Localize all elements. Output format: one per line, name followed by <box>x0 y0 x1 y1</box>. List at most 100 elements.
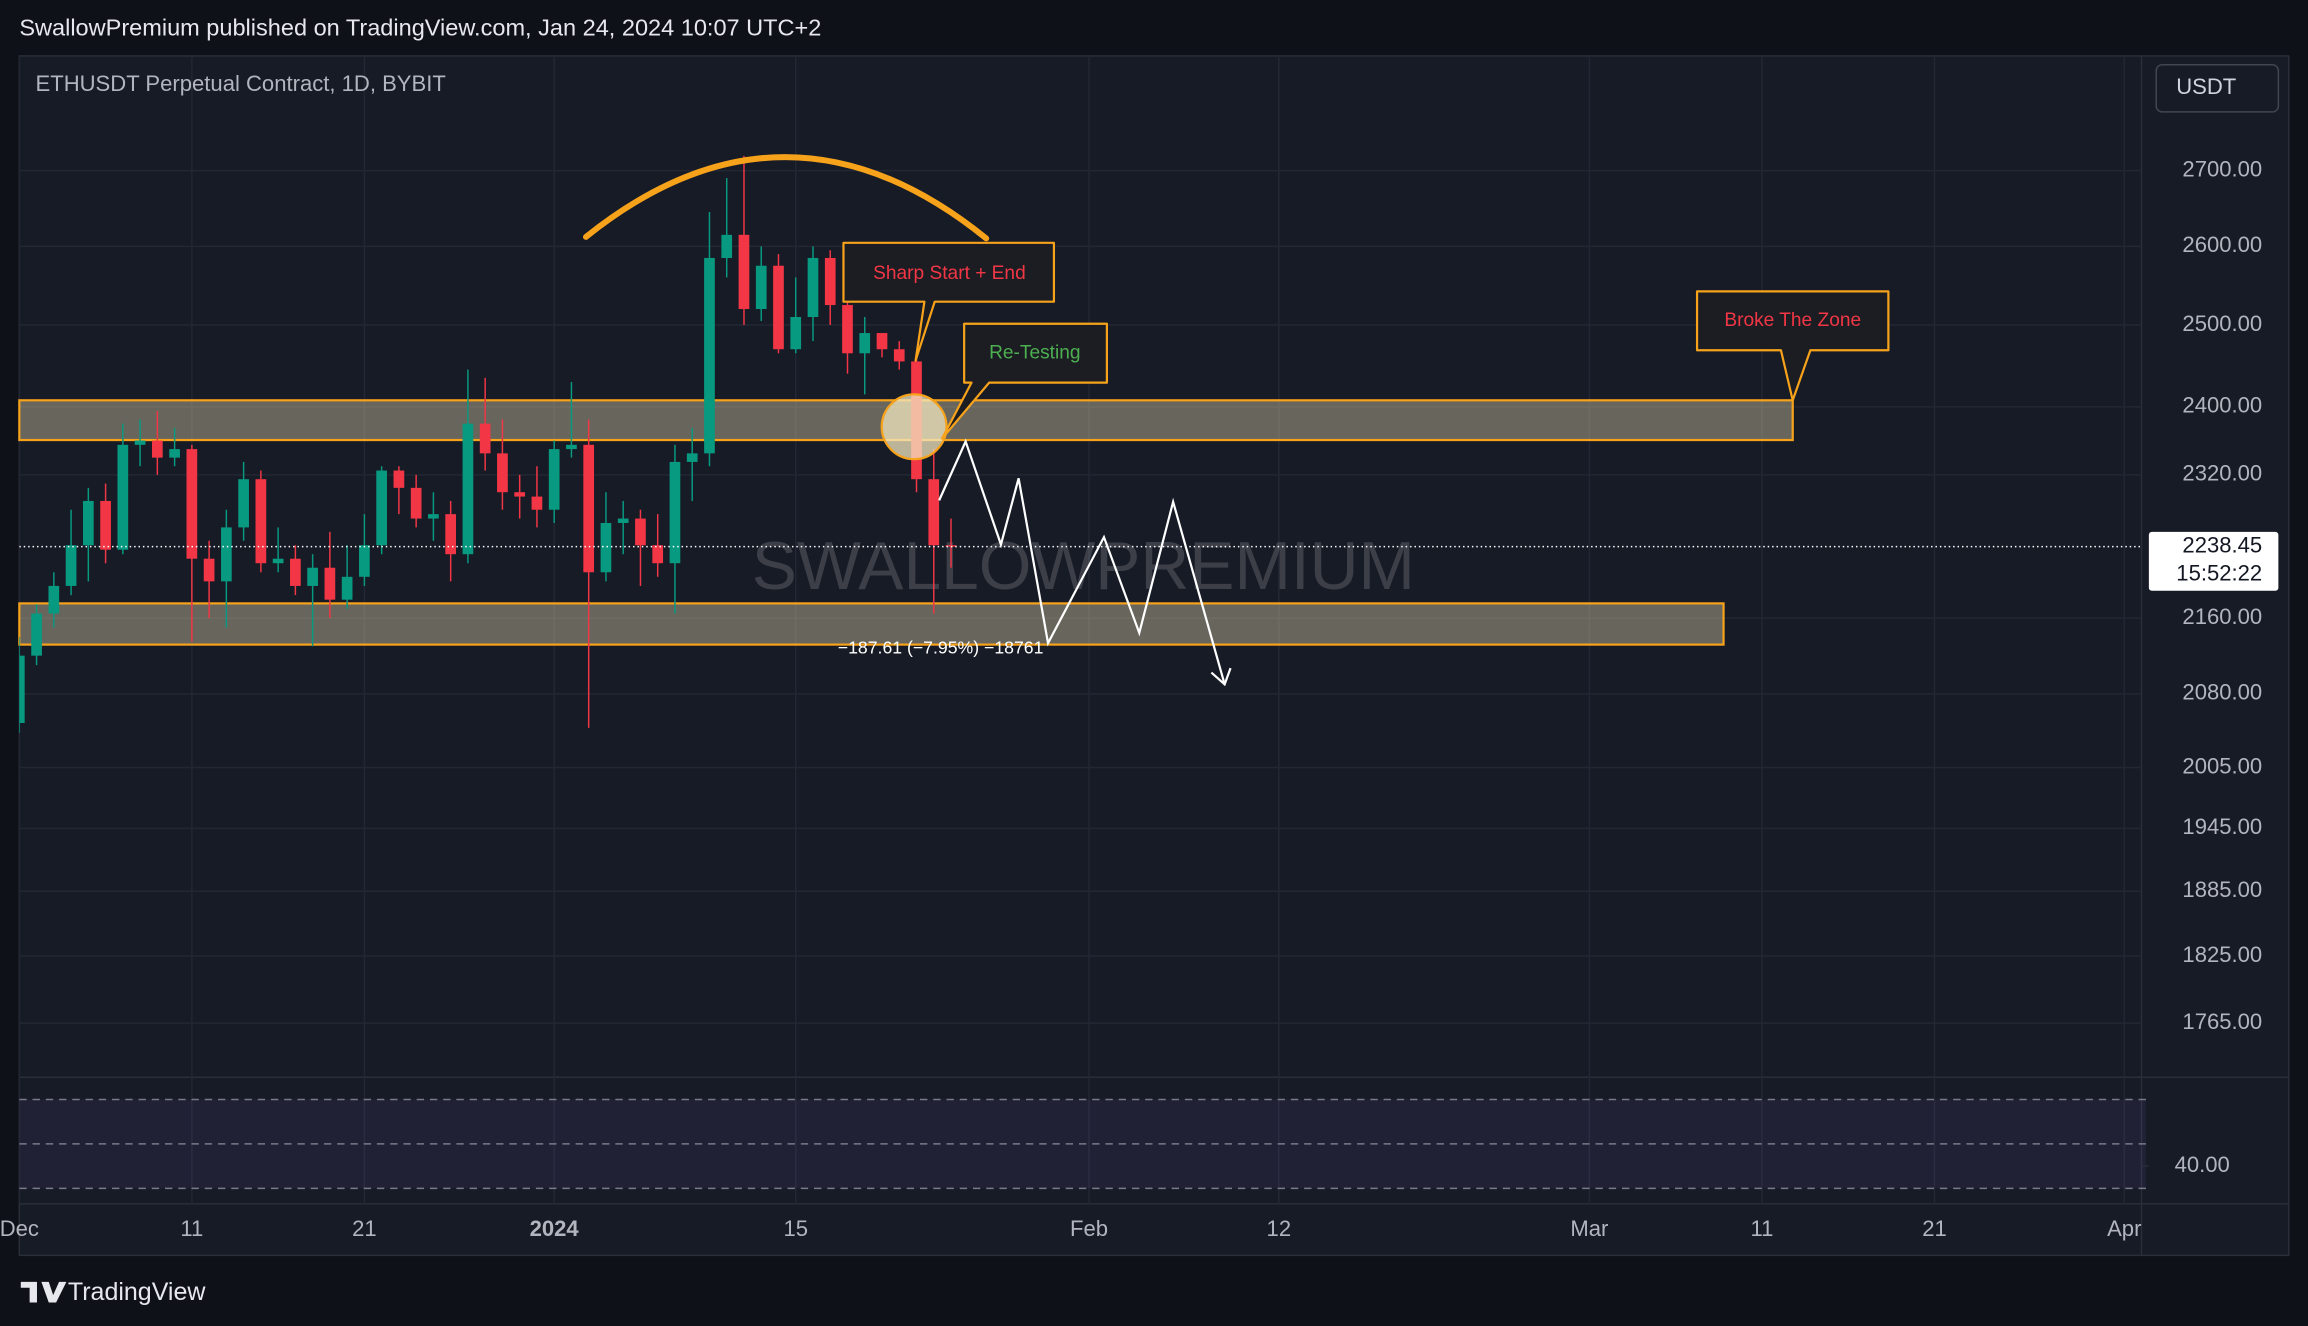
candle-body <box>117 444 129 550</box>
candle-body <box>617 518 629 523</box>
top-arc <box>582 154 990 242</box>
y-tick-label: 1945.00 <box>2182 814 2262 839</box>
candle-body <box>876 333 888 350</box>
candle-body <box>859 333 871 354</box>
candle-body <box>514 492 526 497</box>
projection-path <box>938 438 1226 685</box>
candle-body <box>738 234 750 310</box>
candle-body <box>428 514 439 519</box>
currency-label: USDT <box>2176 74 2236 99</box>
last-price-box <box>2148 531 2279 591</box>
candle-body <box>497 453 508 493</box>
candle-body <box>31 613 42 656</box>
y-tick-label: 2320.00 <box>2182 461 2262 486</box>
y-tick-label: 2500.00 <box>2182 311 2262 336</box>
candle-body <box>359 545 370 577</box>
candle-body <box>704 257 715 454</box>
x-tick-label: 11 <box>180 1216 203 1241</box>
candle-body <box>928 479 940 546</box>
watermark: SWALLOWPREMIUM <box>752 529 1415 604</box>
candle-body <box>134 440 146 445</box>
x-tick-label: 21 <box>352 1216 377 1241</box>
candle-body <box>652 545 664 564</box>
x-tick-label: 2024 <box>530 1216 580 1241</box>
last-price-label: 2238.45 <box>2182 532 2262 557</box>
y-tick-label: 1765.00 <box>2182 1009 2262 1034</box>
y-tick-label: 2700.00 <box>2182 157 2262 182</box>
measure-label: −187.61 (−7.95%) −18761 <box>838 638 1044 658</box>
candle-body <box>376 470 387 546</box>
brand-icon <box>20 1281 67 1303</box>
candle-body <box>341 576 353 600</box>
y-tick-label: 40.00 <box>2175 1152 2230 1177</box>
y-tick-label: 1885.00 <box>2182 877 2262 902</box>
candle-body <box>790 317 802 350</box>
y-tick-label: 2600.00 <box>2182 232 2262 257</box>
candle-body <box>824 257 836 306</box>
candle-body <box>307 567 318 586</box>
y-tick-label: 2160.00 <box>2182 604 2262 629</box>
symbol-title: ETHUSDT Perpetual Contract, 1D, BYBIT <box>36 71 446 96</box>
callout-text: Re-Testing <box>989 342 1080 363</box>
candle-body <box>773 265 784 350</box>
candle-body <box>807 257 819 318</box>
y-tick-label: 2005.00 <box>2182 753 2262 778</box>
candle-body <box>100 500 111 550</box>
candle-body <box>393 470 405 488</box>
retest-circle <box>880 393 948 461</box>
candle-body <box>169 449 180 458</box>
x-tick-label: 11 <box>1750 1216 1773 1241</box>
axis-labels: 2700.00 2600.00 2500.00 2400.00 2320.00 2160.… <box>0 157 2279 1241</box>
callout-box <box>1695 290 1890 402</box>
brand-logo: TradingView <box>20 1278 207 1306</box>
publisher-header: SwallowPremium published on TradingView.… <box>19 15 821 41</box>
candle-body <box>531 496 543 510</box>
x-tick-label: 21 <box>1922 1216 1947 1241</box>
y-tick-label: 2080.00 <box>2182 680 2262 705</box>
countdown-label: 15:52:22 <box>2176 560 2262 585</box>
candle-body <box>410 487 422 519</box>
x-tick-label: Feb <box>1070 1216 1108 1241</box>
candle-body <box>893 349 905 362</box>
candle-body <box>152 440 163 458</box>
candle-body <box>203 558 215 582</box>
candle-body <box>186 449 198 559</box>
candle-body <box>290 558 301 586</box>
candle-body <box>669 461 681 564</box>
grid <box>18 55 2142 1204</box>
price-marks <box>19 155 2142 733</box>
support-zone <box>18 602 1725 646</box>
callout-box <box>842 241 1056 362</box>
y-tick-label: 2400.00 <box>2182 393 2262 418</box>
candle-body <box>721 234 733 258</box>
candle-body <box>82 500 94 546</box>
candle-body <box>19 655 25 723</box>
x-tick-label: Mar <box>1570 1216 1608 1241</box>
candle-body <box>255 479 267 564</box>
callout-text: Sharp Start + End <box>873 263 1026 284</box>
chart-panel <box>18 55 2290 1257</box>
candle-body <box>583 444 595 573</box>
candle-body <box>548 449 560 510</box>
x-tick-label: Apr <box>2107 1216 2141 1241</box>
candle-body <box>566 444 577 450</box>
currency-button[interactable] <box>2155 64 2280 113</box>
candle-body <box>272 558 284 564</box>
drawings: Sharp Start + End Re-Testing Broke The Z… <box>582 154 1890 687</box>
y-tick-label: 1825.00 <box>2182 942 2262 967</box>
projection-arrowhead <box>1210 667 1232 687</box>
candle-body <box>238 479 249 528</box>
callout-text: Broke The Zone <box>1724 310 1861 331</box>
candle-body <box>600 522 612 573</box>
candle-body <box>686 453 698 462</box>
x-tick-label: Dec <box>0 1216 39 1241</box>
candle-body <box>445 514 457 555</box>
x-tick-label: 15 <box>783 1216 808 1241</box>
candle-body <box>221 527 232 582</box>
candle-body <box>479 423 491 454</box>
candle-body <box>324 567 336 600</box>
brand-name: TradingView <box>68 1278 207 1306</box>
candle-body <box>755 265 767 310</box>
candle-body <box>842 305 853 354</box>
